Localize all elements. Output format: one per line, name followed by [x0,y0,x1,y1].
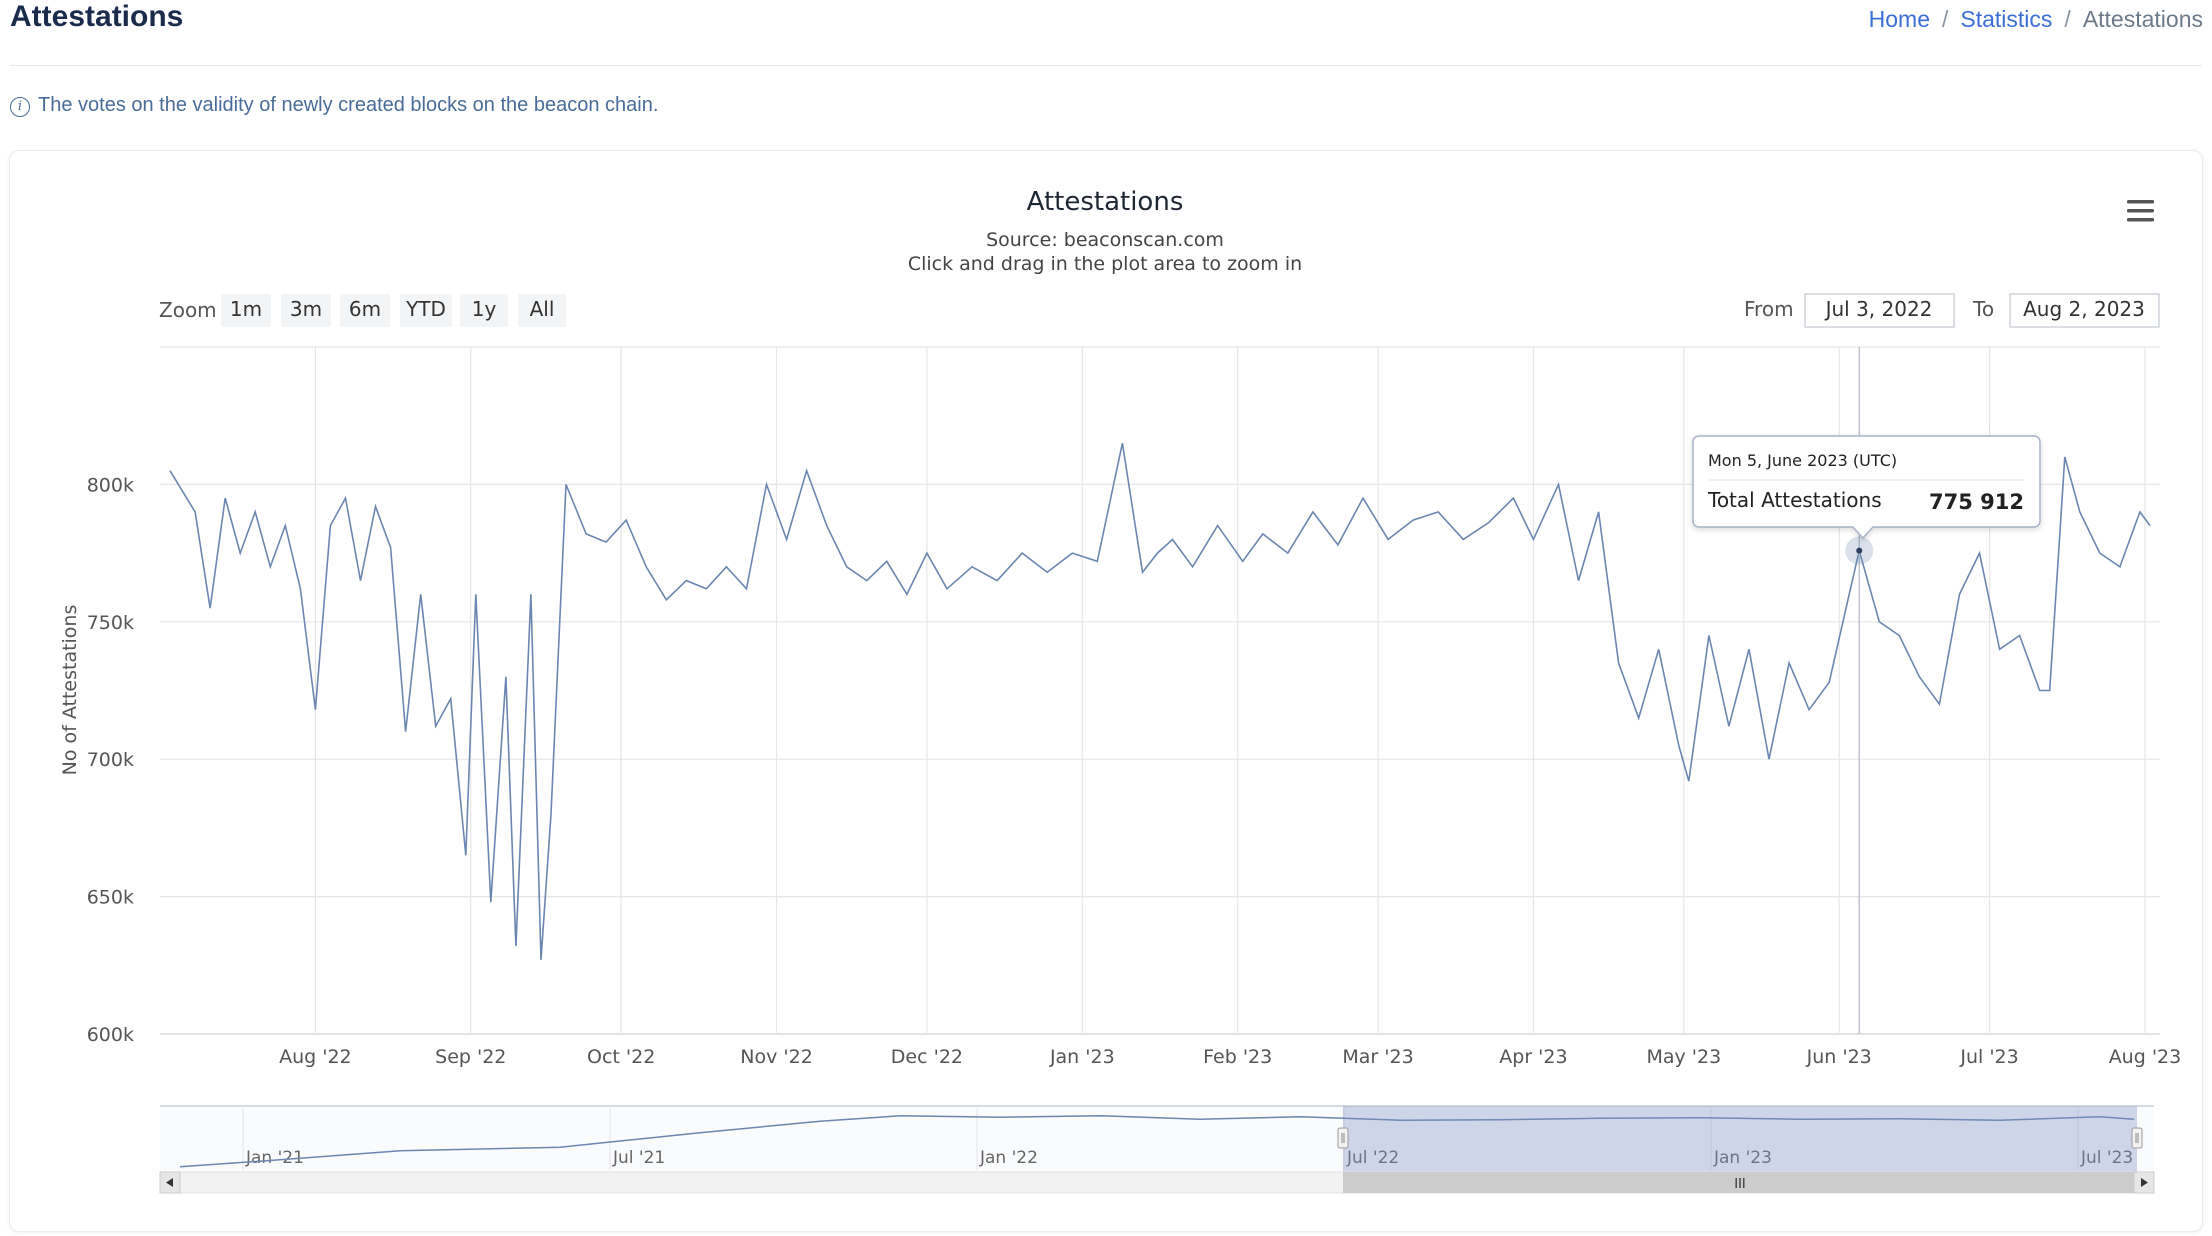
tooltip: Mon 5, June 2023 (UTC) Total Attestation… [1692,435,2041,540]
zoom-button-label: 3m [290,297,322,321]
zoom-button-1y[interactable]: 1y [460,294,508,327]
x-tick-label: Jan '23 [1049,1046,1115,1068]
navigator-scrollbar[interactable]: III [159,1171,2155,1194]
chart-card [9,150,2203,1232]
tooltip-value: 775 912 [1929,490,2024,514]
header-divider [10,65,2202,66]
scrollbar-thumb[interactable] [1343,1172,2137,1193]
x-tick-label: Jun '23 [1806,1046,1872,1068]
zoom-button-ytd[interactable]: YTD [400,294,452,327]
x-tick-label: May '23 [1646,1046,1721,1068]
navigator-label: Jul '23 [2080,1148,2133,1168]
x-axis-ticks: Aug '22 Sep '22 Oct '22 Nov '22 Dec '22 Jan '… [279,1046,2181,1068]
y-axis-label: No of Attestations [59,605,81,776]
scrollbar-grip-icon: III [1734,1177,1746,1192]
navigator-label: Jan '21 [245,1148,304,1168]
zoom-button-label: All [530,297,555,321]
x-tick-label: Apr '23 [1499,1046,1567,1068]
navigator-selected-range[interactable] [1343,1106,2137,1172]
scroll-right-button[interactable] [2133,1171,2155,1194]
x-tick-label: Jul '23 [1959,1046,2018,1068]
to-label: To [1972,297,1994,321]
zoom-button-label: 6m [349,297,381,321]
y-tick-label: 650k [87,887,134,909]
tooltip-date: Mon 5, June 2023 (UTC) [1708,451,1897,470]
navigator-left-handle[interactable] [1337,1127,1349,1149]
page-title: Attestations [10,0,184,33]
y-tick-label: 800k [87,474,134,496]
x-tick-label: Mar '23 [1342,1046,1413,1068]
info-icon: i [10,97,30,117]
navigator-label: Jan '23 [1713,1148,1772,1168]
breadcrumb-current: Attestations [2082,6,2203,32]
zoom-buttons: 1m 3m 6m YTD 1y All [221,294,566,327]
chart-subtitle-hint: Click and drag in the plot area to zoom … [908,253,1302,275]
x-tick-label: Sep '22 [435,1046,506,1068]
x-tick-label: Nov '22 [740,1046,813,1068]
x-tick-label: Aug '23 [2109,1046,2182,1068]
tooltip-label: Total Attestations [1707,488,1882,512]
zoom-button-label: YTD [405,297,446,321]
zoom-label: Zoom [159,298,217,322]
to-date-value: Aug 2, 2023 [2023,297,2145,321]
navigator-label: Jan '22 [979,1148,1038,1168]
x-tick-label: Aug '22 [279,1046,352,1068]
navigator-series-line [179,1115,2135,1168]
breadcrumb: Home / Statistics / Attestations [1869,6,2203,33]
navigator-right-handle[interactable] [2131,1127,2143,1149]
navigator-label: Jul '21 [612,1148,665,1168]
x-tick-label: Dec '22 [891,1046,963,1068]
plot-grid [160,346,2160,1035]
zoom-button-label: 1y [472,297,497,321]
hamburger-menu-icon[interactable] [2120,196,2162,228]
x-tick-label: Oct '22 [587,1046,655,1068]
zoom-button-6m[interactable]: 6m [340,294,390,327]
y-axis-ticks: 600k 650k 700k 750k 800k [87,474,134,1046]
y-tick-label: 700k [87,749,134,771]
zoom-button-3m[interactable]: 3m [281,294,331,327]
breadcrumb-home[interactable]: Home [1868,6,1930,32]
zoom-button-label: 1m [230,297,262,321]
from-date-value: Jul 3, 2022 [1824,297,1933,321]
navigator-labels: Jan '21 Jul '21 Jan '22 Jul '22 Jan '23 Jul '… [242,1108,2133,1170]
zoom-button-1m[interactable]: 1m [221,294,271,327]
from-date-input[interactable]: Jul 3, 2022 [1804,293,1955,328]
navigator[interactable]: Jan '21 Jul '21 Jan '22 Jul '22 Jan '23 Jul '… [160,1105,2154,1172]
chart-title: Attestations [1027,187,1184,217]
x-tick-label: Feb '23 [1203,1046,1272,1068]
y-tick-label: 600k [87,1024,134,1046]
to-date-input[interactable]: Aug 2, 2023 [2009,293,2160,328]
description-text: The votes on the validity of newly creat… [38,94,659,116]
breadcrumb-separator: / [1942,6,1949,32]
from-label: From [1744,297,1794,321]
chart-subtitle: Source: beaconscan.com [986,229,1224,251]
zoom-button-all[interactable]: All [518,294,566,327]
y-tick-label: 750k [87,612,134,634]
series-line-attestations[interactable] [169,443,2151,960]
breadcrumb-statistics[interactable]: Statistics [1960,6,2053,32]
page-description: i The votes on the validity of newly crea… [10,94,658,117]
navigator-label: Jul '22 [1346,1148,1399,1168]
breadcrumb-separator: / [2064,6,2071,32]
hover-point [1856,547,1863,554]
scroll-left-button[interactable] [159,1171,181,1194]
